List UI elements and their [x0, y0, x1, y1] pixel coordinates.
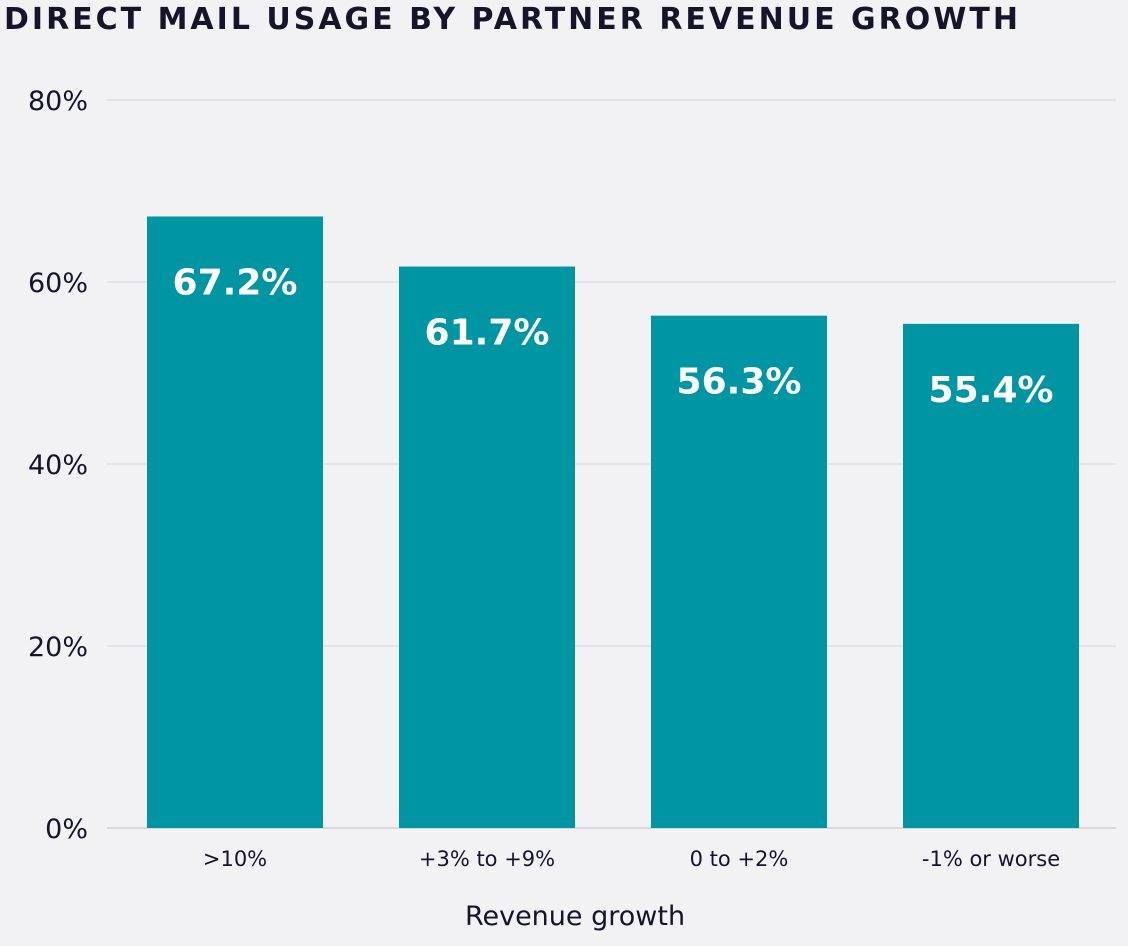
y-tick-label: 60% [28, 268, 88, 299]
x-tick-label: -1% or worse [922, 847, 1060, 871]
data-label: 67.2% [173, 262, 298, 303]
x-tick-label: >10% [203, 847, 267, 871]
x-axis-label: Revenue growth [465, 901, 685, 932]
y-tick-label: 0% [45, 814, 88, 845]
x-tick-label: +3% to +9% [419, 847, 555, 871]
data-label: 61.7% [425, 313, 550, 354]
y-tick-label: 40% [28, 450, 88, 481]
y-tick-label: 20% [28, 632, 88, 663]
bar [903, 323, 1079, 828]
data-label: 56.3% [677, 362, 802, 403]
x-tick-label: 0 to +2% [690, 847, 789, 871]
bar [147, 216, 323, 829]
bar [651, 315, 827, 828]
data-label: 55.4% [929, 370, 1054, 411]
chart-title: DIRECT MAIL USAGE BY PARTNER REVENUE GRO… [4, 2, 1021, 37]
bar [399, 266, 575, 828]
y-tick-label: 80% [28, 86, 88, 117]
